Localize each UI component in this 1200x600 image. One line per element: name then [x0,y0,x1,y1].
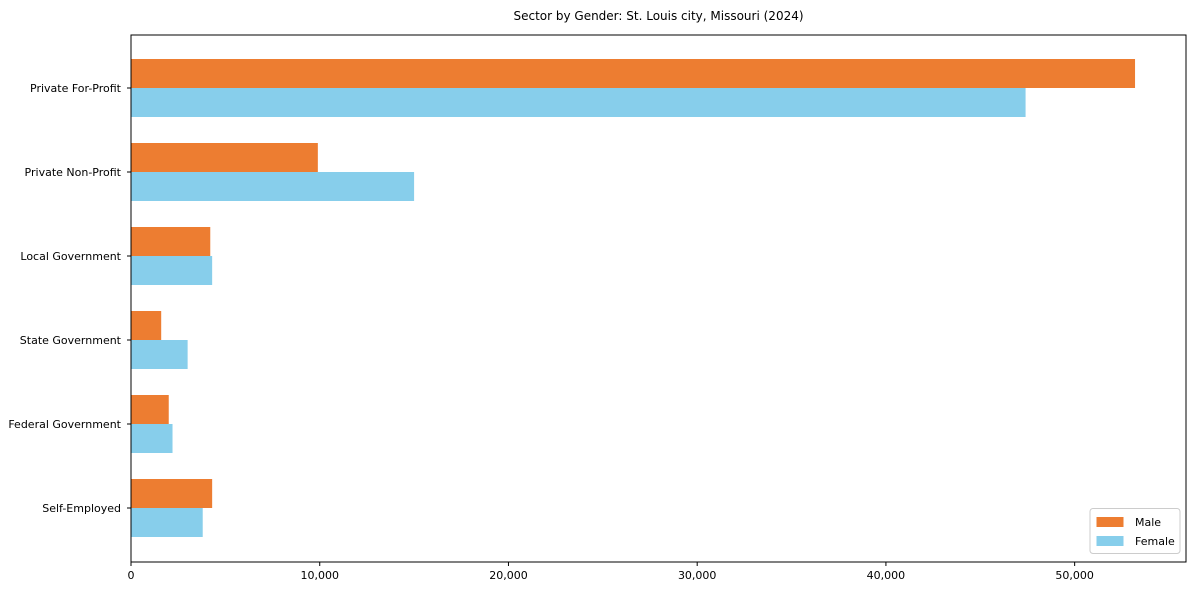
x-tick-label: 20,000 [489,569,528,582]
x-tick-label: 40,000 [867,569,906,582]
legend-label-female: Female [1135,535,1175,548]
bar-male-2 [131,227,211,256]
y-tick-label: Self-Employed [42,502,121,515]
y-tick-label: Private Non-Profit [25,166,122,179]
bar-male-4 [131,395,169,424]
bar-female-3 [131,340,188,369]
y-tick-label: State Government [20,334,122,347]
legend-swatch-female [1096,536,1124,546]
x-tick-label: 50,000 [1055,569,1094,582]
bar-male-3 [131,311,162,340]
x-tick-label: 0 [128,569,135,582]
x-tick-label: 10,000 [300,569,339,582]
bar-male-0 [131,59,1136,88]
bar-male-5 [131,479,213,508]
plot-border [130,34,1187,563]
bar-female-1 [131,172,415,201]
chart-title: Sector by Gender: St. Louis city, Missou… [513,9,804,23]
bar-female-5 [131,508,203,537]
bar-female-2 [131,256,213,285]
legend-swatch-male [1096,517,1124,527]
bar-male-1 [131,143,318,172]
bar-female-4 [131,424,173,453]
legend-label-male: Male [1135,516,1161,529]
y-tick-label: Private For-Profit [30,82,122,95]
y-tick-label: Federal Government [8,418,121,431]
y-tick-label: Local Government [20,250,121,263]
x-tick-label: 30,000 [678,569,717,582]
bar-female-0 [131,88,1026,117]
